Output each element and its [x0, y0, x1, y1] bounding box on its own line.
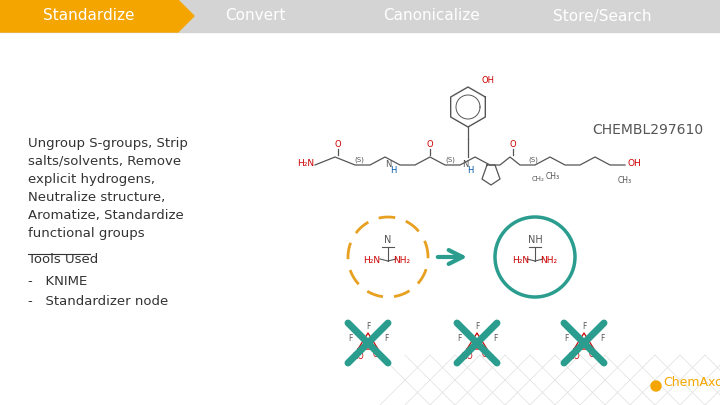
Text: N: N [462, 160, 468, 169]
Text: H₂N: H₂N [513, 256, 530, 265]
Text: Aromatize, Standardize: Aromatize, Standardize [28, 209, 184, 222]
Text: (S): (S) [528, 156, 538, 163]
Text: (S): (S) [445, 156, 455, 163]
Text: F: F [384, 334, 388, 343]
Text: functional groups: functional groups [28, 227, 145, 240]
Text: H₂N: H₂N [297, 158, 314, 168]
Text: O: O [482, 350, 488, 359]
Text: CH₃: CH₃ [546, 172, 560, 181]
Text: O: O [510, 140, 516, 149]
Text: F: F [600, 334, 604, 343]
Text: F: F [348, 334, 352, 343]
Text: H: H [390, 166, 396, 175]
Text: HO: HO [352, 352, 364, 361]
Text: (S): (S) [354, 156, 364, 163]
Text: HO: HO [568, 352, 580, 361]
Text: N: N [384, 235, 392, 245]
Text: N: N [384, 160, 391, 169]
Text: Ungroup S-groups, Strip: Ungroup S-groups, Strip [28, 137, 188, 150]
Text: O: O [427, 140, 433, 149]
Text: OH: OH [482, 76, 495, 85]
Text: H: H [467, 166, 473, 175]
Text: F: F [474, 322, 480, 331]
Text: NH₂: NH₂ [393, 256, 410, 265]
Text: HO: HO [462, 352, 473, 361]
Text: F: F [492, 334, 498, 343]
Text: salts/solvents, Remove: salts/solvents, Remove [28, 155, 181, 168]
Text: -   Standardizer node: - Standardizer node [28, 295, 168, 308]
Text: Convert: Convert [225, 9, 285, 23]
Text: O: O [373, 350, 379, 359]
Polygon shape [0, 0, 194, 32]
Bar [0, 0, 720, 32]
Text: Store/Search: Store/Search [553, 9, 652, 23]
Text: OH: OH [628, 158, 642, 168]
Text: NH₂: NH₂ [541, 256, 557, 265]
Text: O: O [589, 350, 595, 359]
Text: H₂N: H₂N [364, 256, 381, 265]
Text: CH₃: CH₃ [618, 176, 632, 185]
Text: -   KNIME: - KNIME [28, 275, 87, 288]
Text: O: O [335, 140, 341, 149]
Text: F: F [456, 334, 462, 343]
Text: explicit hydrogens,: explicit hydrogens, [28, 173, 155, 186]
Text: Tools Used: Tools Used [28, 253, 98, 266]
Text: NH: NH [528, 235, 542, 245]
Text: Standardize: Standardize [43, 9, 135, 23]
Text: Canonicalize: Canonicalize [384, 9, 480, 23]
Text: F: F [582, 322, 586, 331]
Circle shape [651, 381, 661, 391]
Text: F: F [366, 322, 370, 331]
Text: CHEMBL297610: CHEMBL297610 [592, 123, 703, 137]
Text: ChemAxon: ChemAxon [663, 376, 720, 389]
Text: Neutralize structure,: Neutralize structure, [28, 191, 166, 204]
Text: CH₂: CH₂ [532, 176, 545, 182]
Text: F: F [564, 334, 568, 343]
